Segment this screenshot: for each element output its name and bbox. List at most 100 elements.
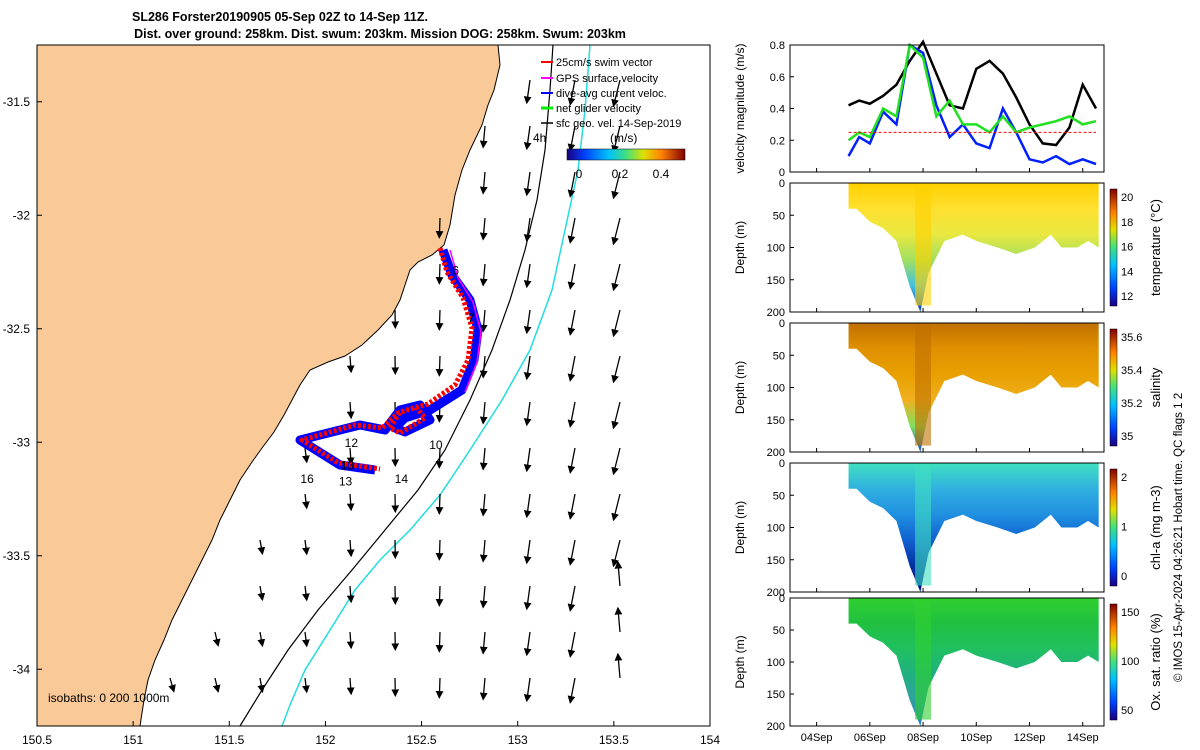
legend-gps: GPS surface velocity (556, 73, 659, 85)
current-arrow (567, 585, 576, 612)
current-arrow (435, 263, 444, 285)
current-arrow (479, 125, 488, 149)
map-y-tick: -32.5 (3, 322, 31, 336)
colorbar-tick: 0.4 (653, 167, 670, 181)
current-arrow (346, 401, 355, 420)
current-arrow (346, 539, 355, 558)
current-arrow (435, 493, 444, 515)
y-tick: 0 (779, 167, 785, 179)
current-arrow (611, 355, 621, 384)
map-x-tick: 151 (123, 733, 143, 747)
current-arrow (523, 539, 532, 565)
colorbar-tick: 0.2 (612, 167, 629, 181)
colorbar-tick: 35.6 (1121, 332, 1142, 344)
y-tick: 100 (767, 657, 785, 669)
track-day-label: 13 (341, 458, 355, 472)
current-arrow (346, 447, 355, 466)
legend-net: net glider velocity (556, 103, 641, 115)
current-arrow (611, 309, 621, 338)
current-arrow (302, 539, 310, 556)
profile-fill (848, 598, 1099, 726)
current-arrow (479, 401, 488, 425)
time-x-tick: 14Sep (1067, 732, 1099, 744)
profile-streak (915, 323, 932, 446)
oxygen-colorbar (1109, 603, 1118, 721)
current-arrow (435, 309, 444, 331)
y-tick: 0 (779, 593, 785, 605)
y-tick: 0.8 (770, 40, 785, 52)
salinity-colorbar (1109, 328, 1118, 447)
y-tick: 150 (767, 555, 785, 567)
current-arrow (523, 677, 532, 703)
current-arrow (523, 171, 532, 197)
panel-frame (789, 44, 1105, 173)
map-y-tick: -33 (13, 435, 31, 449)
panel-velocity: 0 0.2 0.4 0.6 0.8 velocity magnitude (m/s) (733, 39, 1105, 179)
current-arrow (346, 493, 355, 512)
track-gps (449, 249, 482, 393)
current-arrow (435, 631, 444, 653)
profile-fill (848, 183, 1099, 312)
colorbar-tick: 20 (1121, 192, 1133, 204)
colorbar-tick: 35.4 (1121, 365, 1142, 377)
y-tick: 50 (773, 350, 785, 362)
current-arrow (567, 79, 576, 106)
y-tick: 0.2 (770, 135, 785, 147)
track-swim (299, 247, 475, 472)
current-arrow (479, 217, 488, 241)
current-arrow (523, 79, 532, 105)
current-arrow (611, 493, 621, 522)
legend-sfc-geo: sfc geo. vel. 14-Sep-2019 (556, 118, 681, 130)
profile-streak (915, 598, 932, 720)
current-arrow (479, 171, 488, 195)
y-label: velocity magnitude (m/s) (733, 43, 747, 173)
map-legend: 25cm/s swim vector GPS surface velocity … (533, 57, 686, 181)
panel-salinity: 35 35.2 35.4 35.6 salinity 0 50 100 150 200 Depth … (733, 318, 1163, 459)
colorbar-tick: 100 (1121, 656, 1139, 668)
current-arrow (523, 447, 532, 473)
current-arrow (611, 125, 621, 154)
y-tick: 150 (767, 275, 785, 287)
salinity-cbar-label: salinity (1148, 367, 1163, 407)
velocity-series-line (847, 42, 1097, 142)
time-x-tick: 06Sep (854, 732, 886, 744)
current-arrow (567, 539, 576, 566)
y-tick: 0 (779, 458, 785, 470)
current-arrow (346, 677, 355, 696)
y-tick: 150 (767, 689, 785, 701)
colorbar-tick: 0 (576, 167, 583, 181)
current-arrow (479, 677, 488, 701)
colorbar-tick: 16 (1121, 242, 1133, 254)
isobath-1000m (281, 45, 591, 726)
current-arrow (567, 125, 576, 152)
y-tick: 200 (767, 447, 785, 459)
current-arrow (567, 401, 576, 428)
map-x-tick: 154 (700, 733, 720, 747)
colorbar-tick: 12 (1121, 291, 1133, 303)
panel-chla: 0 1 2 chl-a (mg m-3) 0 50 100 150 200 Depth (m) (733, 458, 1163, 599)
current-arrow (479, 355, 488, 379)
colorbar-tick: 35 (1121, 431, 1133, 443)
track-day-label: 16 (300, 472, 314, 486)
current-arrow (302, 631, 310, 648)
current-arrow (302, 585, 310, 602)
colorbar-tick: 50 (1121, 705, 1133, 717)
map-x-tick: 153.5 (599, 733, 629, 747)
current-arrow (611, 79, 621, 108)
current-arrow (614, 652, 623, 679)
y-tick: 200 (767, 587, 785, 599)
current-arrow (567, 217, 576, 244)
velocity-series-line (848, 39, 1098, 147)
current-arrow (435, 447, 444, 469)
profile-streak (915, 463, 932, 586)
current-arrow (611, 171, 621, 200)
oxygen-cbar-label: Ox. sat. ratio (%) (1148, 613, 1163, 711)
profile-streak (915, 183, 932, 306)
y-tick: 50 (773, 210, 785, 222)
current-arrow (257, 677, 266, 694)
y-tick: 0.4 (770, 104, 785, 116)
y-tick: 0 (779, 178, 785, 190)
y-label: Depth (m) (733, 221, 747, 274)
current-arrow (346, 585, 355, 604)
map-y-tick: -34 (13, 662, 31, 676)
